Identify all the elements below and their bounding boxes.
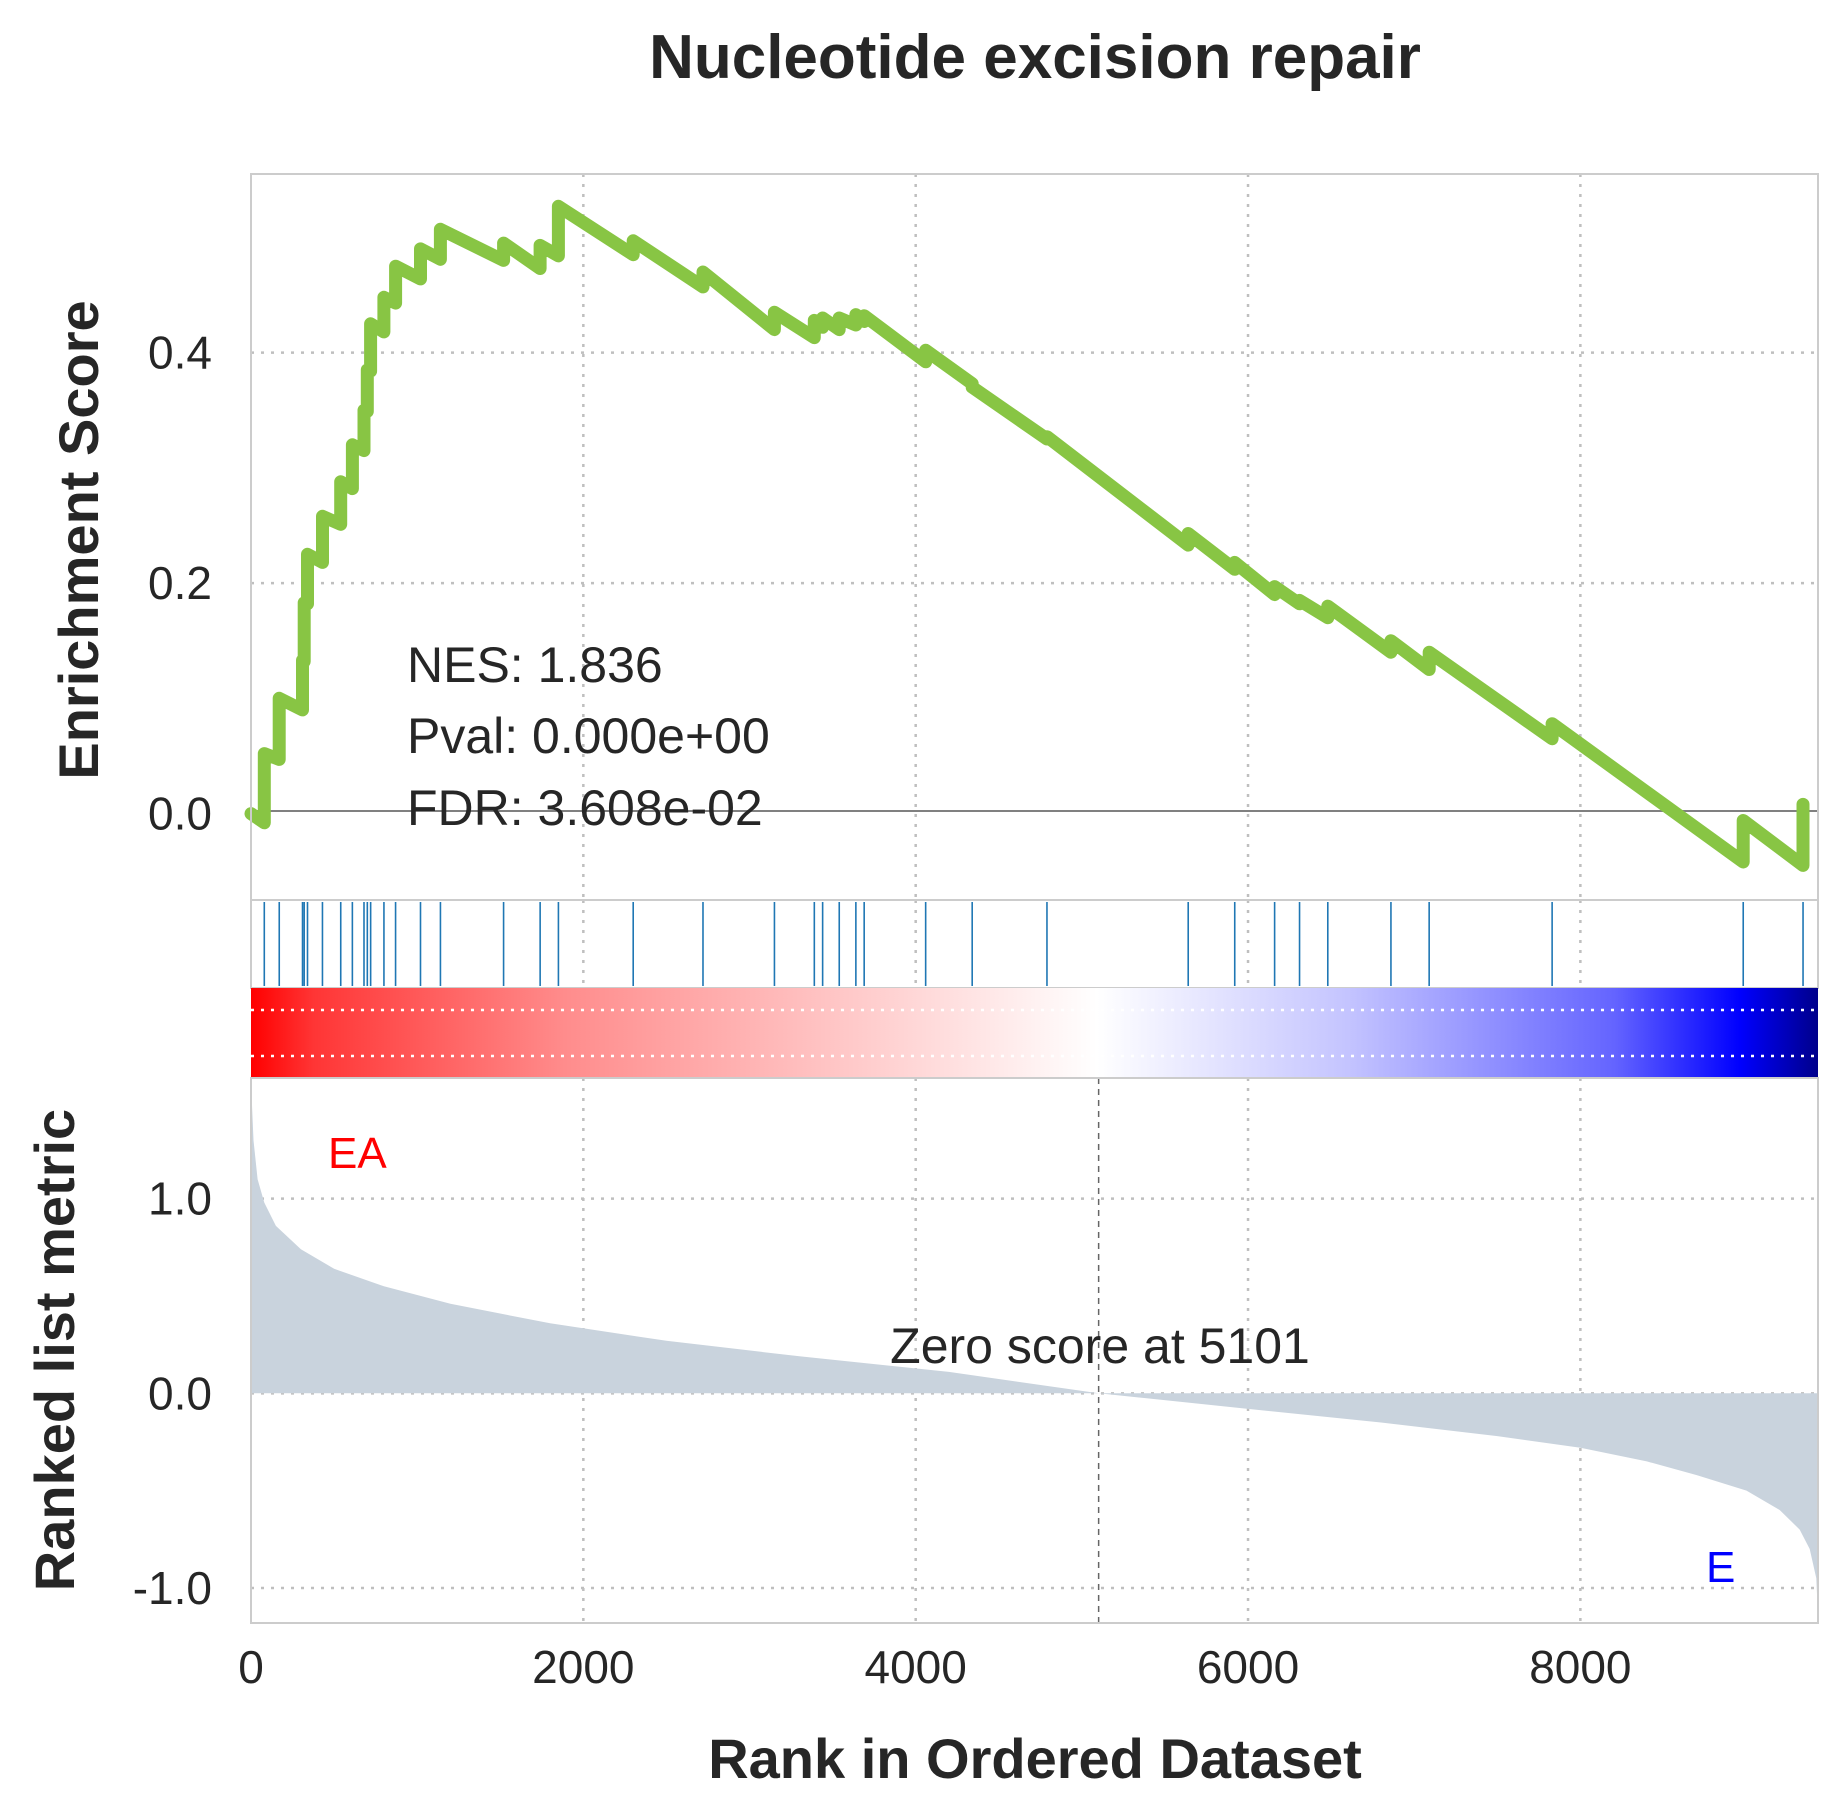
enrichment-stats: NES: 1.836 Pval: 0.000e+00 FDR: 3.608e-0… [407,637,770,836]
gradient-bar [251,988,1818,1078]
x-tick-label: 2000 [532,1641,634,1693]
zero-score-label: Zero score at 5101 [890,1318,1310,1374]
metric-y-ticks: 1.0 0.0 -1.0 [133,1173,212,1614]
y-tick-label: -1.0 [133,1562,212,1614]
rank-gradient-band [251,988,1818,1078]
x-axis-title: Rank in Ordered Dataset [708,1727,1362,1790]
y-tick-label: 0.0 [148,788,212,840]
enrichment-panel: NES: 1.836 Pval: 0.000e+00 FDR: 3.608e-0… [148,173,1819,901]
metric-area [251,1081,1818,1618]
y-tick-label: 1.0 [148,1173,212,1225]
enrichment-y-axis-title: Enrichment Score [47,300,110,779]
pval-stat: Pval: 0.000e+00 [407,708,770,764]
metric-panel: Zero score at 5101 EA E 1.0 0.0 -1.0 [133,1077,1819,1624]
x-tick-label: 6000 [1197,1641,1299,1693]
x-tick-label: 4000 [865,1641,967,1693]
hit-lines [263,902,1804,986]
x-tick-label: 0 [238,1641,264,1693]
y-tick-label: 0.2 [148,557,212,609]
negative-class-label: E [1706,1543,1735,1592]
hits-panel [250,899,1819,989]
metric-frame [250,1077,1819,1624]
y-tick-label: 0.0 [148,1367,212,1419]
x-tick-label: 8000 [1529,1641,1631,1693]
nes-stat: NES: 1.836 [407,637,663,693]
x-axis-ticks: 0 2000 4000 6000 8000 [238,1641,1631,1693]
chart-title: Nucleotide excision repair [649,23,1421,92]
metric-y-axis-title: Ranked list metric [23,1109,86,1591]
enrichment-y-ticks: 0.0 0.2 0.4 [148,327,212,840]
positive-class-label: EA [328,1129,387,1178]
hits-frame [250,899,1819,989]
y-tick-label: 0.4 [148,327,212,379]
enrichment-grid [251,174,1818,900]
hits-grid [582,900,1582,988]
enrichment-curve [244,199,1810,872]
fdr-stat: FDR: 3.608e-02 [407,780,763,836]
